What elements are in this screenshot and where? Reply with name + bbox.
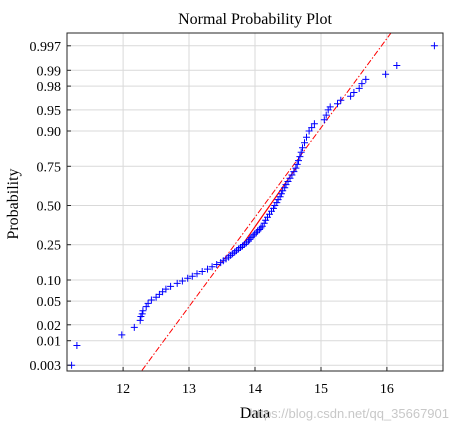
- data-point: [297, 148, 305, 156]
- data-point: [198, 268, 206, 275]
- x-tick-label: 13: [182, 382, 196, 397]
- data-point: [281, 184, 289, 192]
- y-tick-label: 0.75: [37, 160, 62, 175]
- y-tick-label: 0.10: [37, 274, 62, 289]
- x-axis-ticks: 12 13 14 15 16: [116, 367, 394, 397]
- data-point: [147, 296, 155, 304]
- data-point: [130, 323, 138, 331]
- data-point: [350, 89, 358, 96]
- y-tick-label: 0.25: [37, 239, 62, 254]
- data-point: [347, 92, 355, 100]
- data-point: [204, 265, 211, 273]
- data-point: [277, 190, 285, 198]
- data-point: [273, 199, 281, 207]
- y-tick-label: 0.99: [37, 64, 62, 79]
- data-point: [144, 299, 152, 307]
- reference-line-solid: [242, 167, 297, 245]
- data-point: [276, 193, 284, 201]
- data-point: [208, 263, 216, 271]
- data-point: [73, 342, 81, 349]
- data-point: [337, 96, 345, 104]
- x-tick-label: 15: [314, 382, 328, 397]
- reference-lines: [140, 33, 392, 371]
- data-point: [326, 103, 334, 111]
- data-point: [138, 310, 146, 318]
- y-tick-label: 0.05: [37, 295, 62, 310]
- y-axis-ticks: 0.003 0.010.02 0.05 0.10 0.25 0.50 0.75 0.90 0.9…: [30, 40, 71, 374]
- y-tick-label: 0.50: [37, 200, 62, 215]
- data-point: [293, 160, 301, 168]
- data-point: [270, 204, 277, 212]
- data-point: [299, 144, 306, 152]
- data-point: [295, 157, 302, 165]
- data-points: [68, 42, 438, 369]
- y-tick-label: 0.95: [37, 104, 62, 119]
- data-point: [334, 100, 341, 108]
- data-point: [257, 224, 265, 232]
- data-point: [260, 219, 268, 227]
- data-point: [292, 164, 300, 172]
- y-tick-label: 0.90: [37, 125, 62, 140]
- data-point: [252, 229, 260, 237]
- data-point: [193, 270, 201, 278]
- data-point: [249, 232, 257, 240]
- data-point: [310, 120, 318, 128]
- data-point: [322, 111, 330, 119]
- data-point: [178, 277, 186, 285]
- data-point: [303, 133, 310, 141]
- x-tick-label: 12: [116, 382, 130, 397]
- x-axis-label: Data: [240, 405, 270, 422]
- data-point: [142, 303, 150, 311]
- y-axis-label: Probability: [5, 168, 22, 239]
- y-tick-label: 0.02: [37, 319, 62, 334]
- chart-title: Normal Probability Plot: [178, 11, 332, 28]
- data-point: [162, 285, 170, 293]
- y-tick-label: 0.98: [37, 80, 62, 95]
- x-tick-label: 16: [380, 382, 394, 397]
- data-point: [355, 84, 363, 92]
- data-point: [262, 216, 270, 224]
- data-point: [301, 139, 308, 147]
- data-point: [320, 116, 328, 124]
- data-point: [246, 235, 254, 243]
- data-point: [139, 307, 147, 315]
- y-tick-label: 0.01: [37, 335, 62, 350]
- x-tick-label: 14: [248, 382, 262, 397]
- data-point: [167, 282, 175, 290]
- data-point: [184, 274, 192, 282]
- data-point: [188, 272, 196, 280]
- data-point: [296, 153, 304, 161]
- y-tick-label: 0.003: [30, 359, 62, 374]
- grid: [67, 33, 443, 371]
- data-point: [358, 80, 366, 88]
- watermark: https://blog.csdn.net/qq_35667901: [250, 406, 450, 421]
- data-point: [430, 42, 438, 50]
- y-tick-label: 0.997: [30, 40, 62, 55]
- data-point: [382, 70, 390, 78]
- data-point: [308, 124, 316, 132]
- data-point: [118, 331, 126, 339]
- data-point: [213, 261, 221, 268]
- data-point: [393, 62, 401, 69]
- data-point: [152, 293, 160, 301]
- data-point: [136, 316, 144, 324]
- data-point: [173, 279, 181, 287]
- data-point: [362, 75, 370, 83]
- reference-line-dashed: [140, 33, 392, 371]
